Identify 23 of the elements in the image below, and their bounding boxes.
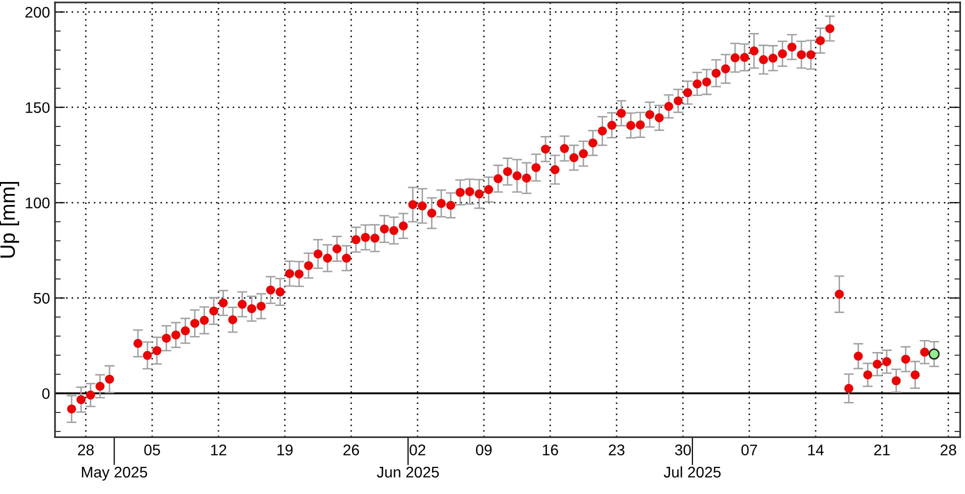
- x-tick-label: 16: [542, 444, 558, 456]
- x-tick-label: 07: [741, 444, 758, 456]
- x-tick-label: 26: [343, 444, 360, 456]
- x-tick-label: 19: [278, 444, 293, 456]
- x-tick-label: 21: [874, 444, 890, 456]
- x-tick-label: 02: [410, 444, 426, 456]
- x-tick-label: 30: [675, 444, 691, 456]
- y-axis-title: Up [mm]: [0, 182, 20, 258]
- x2-tick-label: May 2025: [82, 466, 148, 481]
- x-tick-label: 09: [476, 444, 492, 456]
- x2-tick-label: Jul 2025: [664, 466, 721, 478]
- x-tick-label: 23: [608, 444, 624, 456]
- y-tick-label: 200: [25, 6, 50, 18]
- y-tick-label: 50: [34, 292, 50, 304]
- x-tick-label: 14: [808, 444, 824, 456]
- y-tick-label: 150: [26, 102, 50, 114]
- x-tick-label: 28: [78, 444, 94, 456]
- y-tick-label: 100: [26, 198, 50, 208]
- y-tick-label: 0: [42, 388, 50, 400]
- x-tick-label: 28: [940, 444, 956, 456]
- x-tick-label: 05: [144, 444, 160, 456]
- x-tick-label: 12: [211, 444, 226, 456]
- x2-tick-label: Jun 2025: [376, 466, 439, 478]
